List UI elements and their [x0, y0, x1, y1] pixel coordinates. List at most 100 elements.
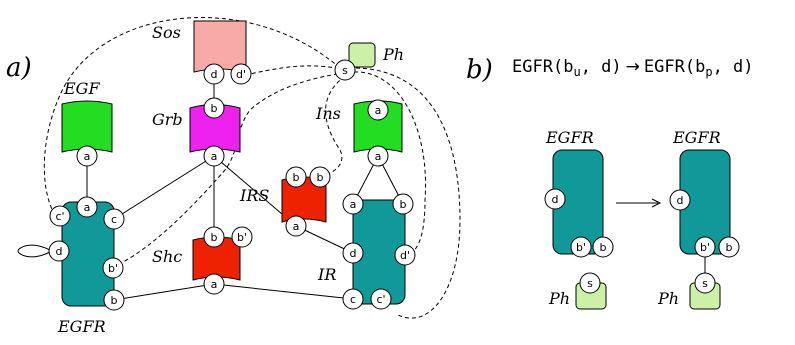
site-shc-a: a: [203, 273, 225, 295]
svg-text:s: s: [587, 277, 593, 290]
agent-grb: Grb b a: [152, 97, 241, 167]
agent-egfr: EGFR a c' c d b' b: [17, 196, 125, 336]
dashed-link-ph-egfr-cprime: [43, 17, 341, 216]
svg-text:c': c': [55, 210, 64, 223]
dashed-link-ph-egfr-bprime: [114, 73, 339, 267]
svg-text:d: d: [211, 68, 218, 81]
dashed-links: [43, 17, 461, 319]
site-ir-dprime: d': [394, 244, 416, 266]
site-ph-rhs-s: s: [694, 272, 716, 294]
svg-text:d: d: [56, 245, 63, 258]
site-egfr-lhs-bprime: b': [570, 236, 592, 258]
agent-sos: Sos d d': [152, 20, 252, 85]
agent-ins-body: [353, 100, 403, 153]
site-ph-s: s: [334, 59, 356, 81]
link-irs-ir: [295, 225, 354, 254]
site-irs-a: a: [285, 215, 307, 237]
agent-egfr-lhs: EGFR d b' b: [544, 128, 614, 258]
site-ir-d: d: [342, 242, 364, 264]
panel-a: a) Sos d d': [6, 17, 461, 336]
svg-text:a: a: [84, 150, 91, 163]
rule-rhs-rest: , d): [713, 57, 754, 77]
site-grb-a: a: [203, 145, 225, 167]
site-shc-b: b: [203, 226, 225, 248]
site-egfr-a: a: [76, 196, 98, 218]
rule-rhs-site: b: [695, 57, 705, 77]
site-egfr-cprime: c': [49, 205, 71, 227]
site-egfr-bprime: b': [102, 257, 124, 279]
agent-shc: Shc b b' a: [152, 226, 253, 295]
site-egfr-rhs-b: b: [718, 236, 740, 258]
rule-lhs-rest: , d): [581, 57, 622, 77]
rule-lhs-subscript: u: [573, 65, 580, 79]
rule-rhs-subscript: p: [705, 65, 712, 79]
rule-lhs-site: b: [563, 57, 573, 77]
agent-grb-label: Grb: [152, 110, 183, 129]
agent-egfr-rhs: EGFR d b' b: [669, 128, 740, 258]
svg-text:b: b: [293, 171, 300, 184]
svg-text:b: b: [317, 171, 324, 184]
svg-text:b: b: [211, 102, 218, 115]
agent-egf: EGF a: [61, 79, 113, 167]
site-ir-cprime: c': [370, 288, 392, 310]
svg-text:a: a: [211, 278, 218, 291]
svg-text:b': b': [576, 241, 586, 254]
site-grb-b: b: [203, 97, 225, 119]
panel-b-label: b): [466, 55, 493, 85]
dashed-link-dprime-ph: [244, 65, 337, 76]
agent-egfr-lhs-label: EGFR: [545, 128, 594, 147]
site-ph-lhs-s: s: [579, 272, 601, 294]
rule-lhs-open: (: [553, 57, 563, 77]
agent-ph-lhs: s Ph: [548, 272, 607, 310]
agent-ins-label: Ins: [315, 104, 341, 123]
svg-text:a: a: [375, 104, 382, 117]
agent-ph-label: Ph: [382, 45, 404, 64]
link-egfr-shc: [113, 283, 215, 301]
svg-text:b: b: [400, 198, 407, 211]
agent-egf-label: EGF: [63, 79, 100, 98]
svg-text:b: b: [211, 231, 218, 244]
agent-irs: IRS b b a: [239, 166, 331, 237]
agent-ir: IR a b d d' c c': [317, 193, 416, 310]
svg-text:b: b: [111, 294, 118, 307]
svg-text:s: s: [342, 64, 348, 77]
site-egfr-rhs-d: d: [669, 189, 691, 211]
site-ir-b: b: [392, 193, 414, 215]
agent-irs-label: IRS: [239, 186, 269, 205]
svg-text:d: d: [677, 194, 684, 207]
agent-egfr-rhs-label: EGFR: [672, 128, 721, 147]
svg-text:a: a: [211, 150, 218, 163]
rule-formula: EGFR(bu, d) → EGFR(bp, d): [512, 57, 754, 79]
svg-text:b: b: [726, 241, 733, 254]
site-ir-c: c: [342, 288, 364, 310]
svg-text:b: b: [600, 241, 607, 254]
site-sos-d: d: [203, 63, 225, 85]
site-ir-a: a: [342, 193, 364, 215]
site-egfr-c: c: [103, 208, 125, 230]
agent-ph-body: [348, 42, 376, 68]
link-shc-ir: [213, 283, 354, 300]
site-ins-a-bottom: a: [367, 145, 389, 167]
agent-ph: Ph s: [334, 42, 404, 81]
svg-text:c': c': [376, 293, 385, 306]
site-irs-b1: b: [285, 166, 307, 188]
svg-text:b': b': [237, 231, 247, 244]
svg-text:c: c: [350, 293, 356, 306]
site-egfr-lhs-d: d: [544, 188, 566, 210]
agent-ph-rhs-label: Ph: [657, 289, 679, 308]
agent-ins: Ins a a: [315, 99, 403, 167]
link-grb-egfr: [113, 155, 215, 220]
dashed-link-ph-irs: [324, 75, 346, 176]
svg-text:d': d': [400, 249, 410, 262]
svg-text:a: a: [375, 150, 382, 163]
svg-text:a: a: [293, 220, 300, 233]
agent-shc-label: Shc: [152, 247, 182, 266]
rule-rhs-open: (: [685, 57, 695, 77]
egfr-d-loop: [17, 244, 51, 258]
site-egfr-rhs-bprime: b': [694, 236, 716, 258]
agent-ir-label: IR: [317, 265, 336, 284]
svg-text:b': b': [108, 262, 118, 275]
rule-rhs-agent: EGFR: [644, 57, 686, 77]
site-sos-dprime: d': [230, 63, 252, 85]
